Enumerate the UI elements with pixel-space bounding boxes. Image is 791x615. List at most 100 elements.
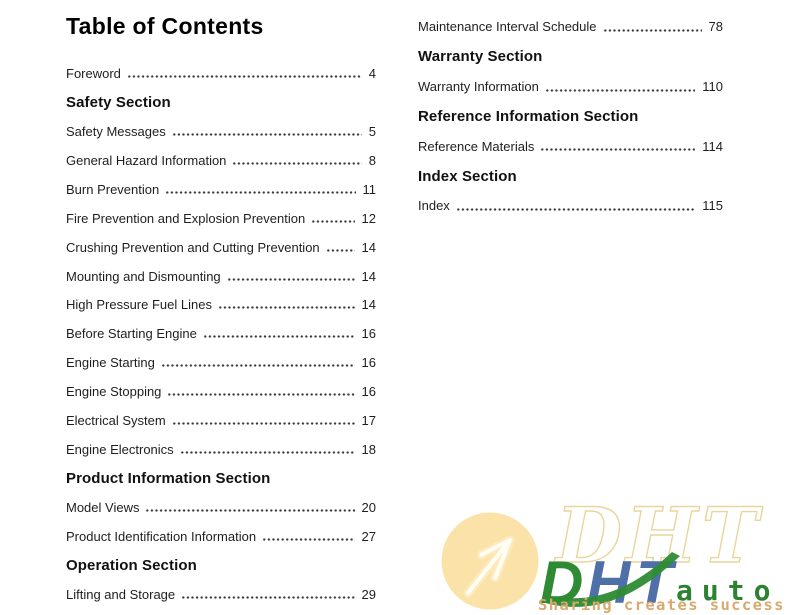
toc-entry: Crushing Prevention and Cutting Preventi… (66, 233, 376, 262)
toc-section-heading: Product Information Section (66, 464, 376, 493)
toc-entry-page-number: 16 (361, 326, 376, 342)
toc-entry: Engine Stopping 16 (66, 377, 376, 406)
dot-leader (232, 161, 362, 165)
toc-entry-page-number: 8 (368, 152, 376, 168)
toc-entry-label: Mounting and Dismounting (66, 268, 221, 284)
toc-entry-page-number: 27 (361, 528, 376, 544)
dht-letter-d: D (540, 549, 583, 612)
dot-leader (455, 207, 696, 211)
toc-entry: Model Views 20 (66, 493, 376, 522)
toc-entry-label: Model Views (66, 500, 140, 516)
dot-leader (217, 306, 355, 310)
dht-letter-h: H (587, 549, 632, 612)
dot-leader (262, 537, 355, 541)
toc-entry-page-number: 78 (708, 19, 723, 35)
toc-section-heading: Reference Information Section (418, 102, 723, 132)
toc-entry-label: Crushing Prevention and Cutting Preventi… (66, 239, 320, 255)
toc-section-heading: Safety Section (66, 88, 376, 117)
dot-leader (160, 364, 355, 368)
toc-entry-page-number: 17 (361, 413, 376, 429)
dot-leader (171, 422, 355, 426)
dot-leader (544, 88, 696, 92)
toc-section-heading: Operation Section (66, 551, 376, 580)
dot-leader (202, 335, 355, 339)
dot-leader (145, 509, 355, 512)
toc-entry: High Pressure Fuel Lines 14 (66, 291, 376, 320)
toc-entry-label: Lifting and Storage (66, 586, 176, 602)
toc-entry-label: Fire Prevention and Explosion Prevention (66, 210, 306, 226)
dot-leader (540, 148, 696, 152)
toc-entry-page-number: 4 (368, 65, 376, 81)
toc-entry: Index 115 (418, 191, 723, 221)
toc-entry-label: Safety Messages (66, 123, 166, 139)
toc-entry-label: Warranty Information (418, 79, 539, 95)
toc-entry: Reference Materials 114 (418, 131, 723, 161)
toc-heading-label: Product Information Section (66, 470, 271, 488)
toc-entry: Product Identification Information 27 (66, 522, 376, 551)
toc-entry-page-number: 14 (361, 268, 376, 284)
toc-right-column: Maintenance Interval Schedule 78 Warranty … (418, 12, 723, 221)
dot-leader (126, 74, 362, 78)
dot-leader (179, 451, 355, 455)
toc-section-heading: Warranty Section (418, 42, 723, 72)
toc-left-column: Foreword 4 Safety Section Safety Messages 5 G… (66, 59, 376, 609)
dot-leader (181, 595, 355, 599)
toc-heading-label: Operation Section (66, 556, 197, 574)
toc-entry-page-number: 16 (361, 355, 376, 371)
toc-entry-label: Engine Stopping (66, 384, 162, 400)
toc-entry-page-number: 110 (702, 79, 723, 95)
toc-entry-label: Foreword (66, 65, 121, 81)
dht-swoosh (542, 552, 680, 607)
toc-heading-label: Index Section (418, 167, 517, 185)
toc-entry: Warranty Information 110 (418, 72, 723, 102)
toc-entry: Safety Messages 5 (66, 117, 376, 146)
toc-entry-page-number: 5 (368, 123, 376, 139)
toc-entry-label: Engine Starting (66, 355, 155, 371)
toc-entry-page-number: 14 (361, 239, 376, 255)
toc-entry: Lifting and Storage 29 (66, 580, 376, 609)
dot-leader (325, 248, 355, 252)
toc-entry-label: Reference Materials (418, 138, 535, 154)
watermark-auto-text: auto (676, 574, 780, 607)
dot-leader (167, 393, 355, 397)
watermark-dht-logo: D H T (540, 549, 680, 612)
toc-entry-label: General Hazard Information (66, 152, 227, 168)
dht-letter-t: T (636, 549, 677, 612)
page-title: Table of Contents (66, 13, 264, 39)
toc-entry-page-number: 115 (702, 198, 723, 214)
toc-entry-page-number: 16 (361, 384, 376, 400)
toc-entry: General Hazard Information 8 (66, 146, 376, 175)
toc-entry: Fire Prevention and Explosion Prevention… (66, 204, 376, 233)
toc-entry: Burn Prevention 11 (66, 175, 376, 204)
watermark-dht-outline-text: DHT (555, 491, 763, 580)
toc-entry: Electrical System 17 (66, 406, 376, 435)
toc-entry: Maintenance Interval Schedule 78 (418, 12, 723, 42)
toc-entry: Before Starting Engine 16 (66, 319, 376, 348)
toc-entry-label: Burn Prevention (66, 181, 160, 197)
watermark-arrow-icon (441, 512, 539, 610)
toc-entry-page-number: 114 (702, 138, 723, 154)
dot-leader (165, 190, 356, 194)
dot-leader (171, 132, 362, 136)
toc-entry-page-number: 14 (361, 297, 376, 313)
toc-entry-label: Electrical System (66, 413, 166, 429)
toc-entry-page-number: 11 (362, 181, 377, 197)
watermark-tagline: Sharing creates success (538, 596, 785, 614)
toc-entry-label: Index (418, 198, 450, 214)
toc-entry-label: Maintenance Interval Schedule (418, 19, 597, 35)
dot-leader (602, 28, 702, 32)
toc-entry-page-number: 20 (361, 500, 376, 516)
toc-entry-page-number: 18 (361, 442, 376, 458)
dot-leader (311, 219, 355, 223)
toc-entry-label: Engine Electronics (66, 442, 174, 458)
toc-entry: Engine Starting 16 (66, 348, 376, 377)
dot-leader (226, 277, 355, 281)
toc-section-heading: Index Section (418, 161, 723, 191)
toc-heading-label: Reference Information Section (418, 107, 639, 125)
toc-entry: Foreword 4 (66, 59, 376, 88)
toc-entry-label: Product Identification Information (66, 528, 257, 544)
toc-entry: Mounting and Dismounting 14 (66, 262, 376, 291)
toc-entry: Engine Electronics 18 (66, 435, 376, 464)
toc-heading-label: Warranty Section (418, 48, 543, 66)
toc-entry-label: High Pressure Fuel Lines (66, 297, 212, 313)
